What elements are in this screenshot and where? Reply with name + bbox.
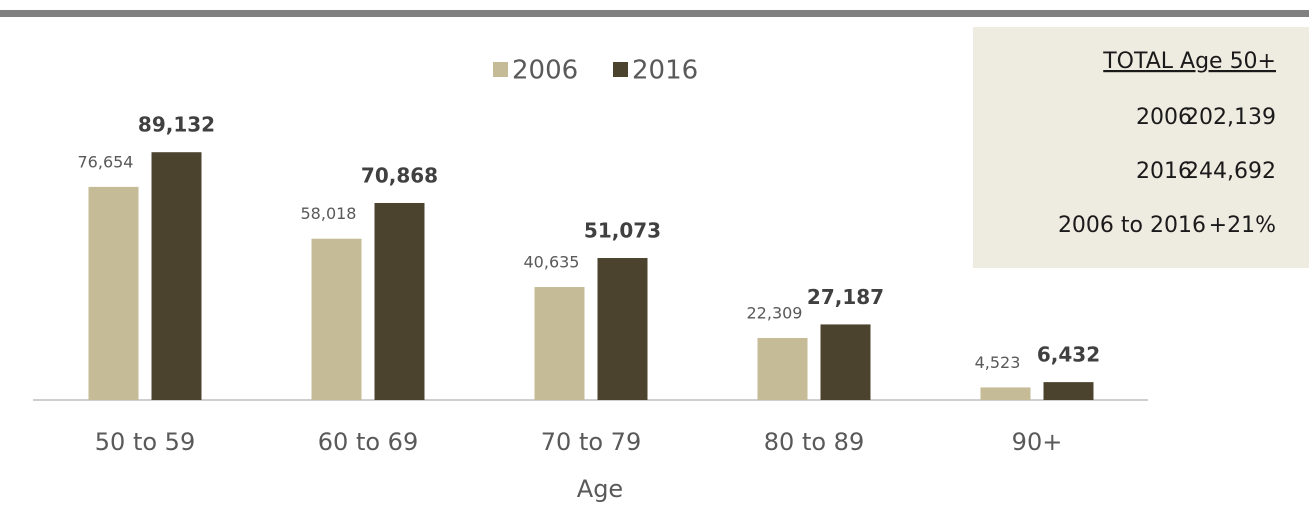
x-tick-label: 70 to 79 <box>541 428 641 456</box>
top-rule <box>0 10 1309 17</box>
summary-title: TOTAL Age 50+ <box>1102 49 1276 74</box>
legend-label: 2016 <box>632 56 698 86</box>
bar <box>534 287 585 400</box>
x-tick-label: 60 to 69 <box>318 428 418 456</box>
x-tick-label: 90+ <box>1012 428 1063 456</box>
bar <box>88 186 139 400</box>
data-label: 70,868 <box>361 163 438 187</box>
data-label: 27,187 <box>807 285 884 309</box>
data-label: 51,073 <box>584 219 661 243</box>
legend-label: 2006 <box>512 56 578 86</box>
legend-swatch <box>613 62 628 77</box>
summary-value: +21% <box>1209 213 1276 238</box>
bar <box>597 258 648 400</box>
data-label: 76,654 <box>78 152 134 171</box>
data-label: 89,132 <box>138 113 215 137</box>
data-label: 4,523 <box>975 353 1021 372</box>
bar <box>311 238 362 400</box>
summary-label: 2006 <box>1136 105 1192 130</box>
data-label: 6,432 <box>1037 343 1100 367</box>
summary-label: 2016 <box>1136 159 1192 184</box>
bar <box>151 152 202 400</box>
data-label: 22,309 <box>747 303 803 322</box>
bar <box>1043 382 1094 400</box>
bar <box>820 324 871 400</box>
data-label: 40,635 <box>524 253 580 272</box>
bar <box>757 337 808 400</box>
summary-box <box>973 27 1309 268</box>
data-label: 58,018 <box>301 204 357 223</box>
x-axis-label: Age <box>577 475 623 503</box>
summary-value: 244,692 <box>1185 159 1276 184</box>
bar <box>374 202 425 400</box>
bar <box>980 387 1031 400</box>
x-tick-label: 50 to 59 <box>95 428 195 456</box>
x-tick-label: 80 to 89 <box>764 428 864 456</box>
summary-label: 2006 to 2016 <box>1058 213 1206 238</box>
summary-value: 202,139 <box>1185 105 1276 130</box>
legend-swatch <box>493 62 508 77</box>
